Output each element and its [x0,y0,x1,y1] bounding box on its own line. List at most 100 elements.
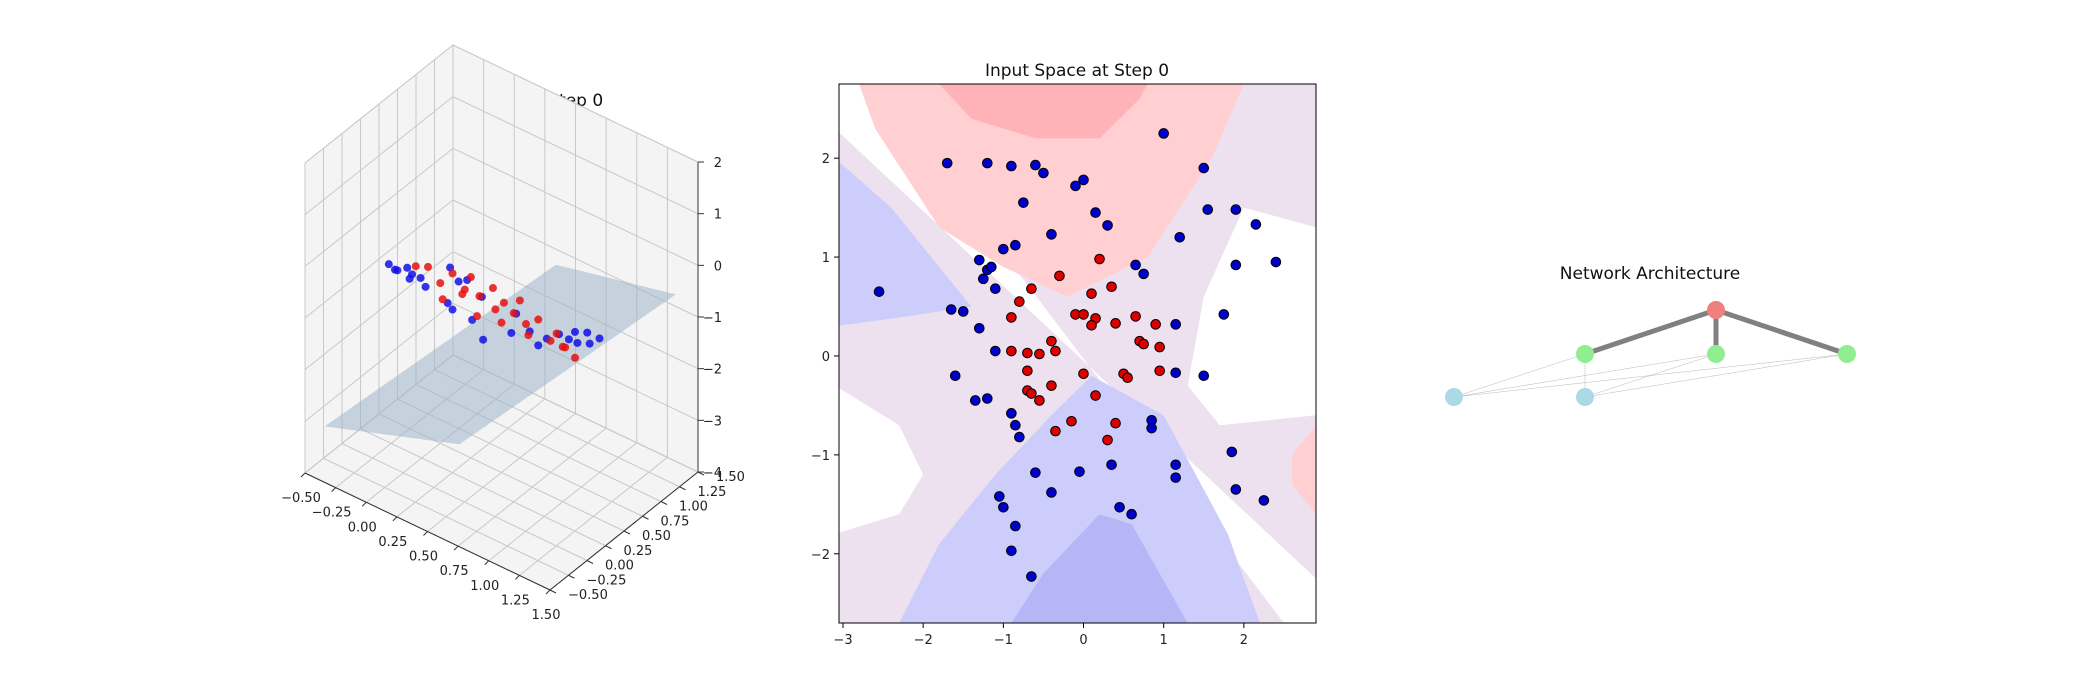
input-point-red [1022,347,1033,359]
y-tick-label: 1.25 [698,485,727,500]
input-point-red [1034,395,1045,406]
hidden-point-red [491,305,500,314]
hidden-point-red [499,298,508,307]
input-point-blue [1198,162,1210,174]
hidden-point-blue [507,328,516,337]
hidden-point-blue [454,277,463,286]
hidden-point-red [424,262,432,271]
hidden-space-points [384,260,604,362]
y-tick-label: 2 [822,152,830,167]
input-point-blue [1030,467,1041,478]
input-point-red [1094,253,1105,265]
y-tick-mark [679,486,686,491]
hidden-output-edge [1584,307,1717,357]
contour-red-light [859,84,1244,297]
input-point-blue [1006,545,1017,557]
hidden-point-blue [564,335,573,344]
hidden-point-red [552,329,561,338]
x-tick-mark [361,501,367,507]
input-point-blue [1074,466,1085,477]
input-point-red [1130,311,1141,322]
input-point-red [1026,388,1037,399]
left-wall-grid-line [304,199,454,319]
y-tick-label: 1.00 [679,500,708,515]
input-point-red [1046,380,1057,391]
input-point-blue [1174,231,1186,243]
input-point-red [1050,425,1061,437]
input-node [1445,388,1463,406]
x-tick-mark [300,472,306,478]
input-point-blue [1006,408,1017,419]
input-point-blue [1158,128,1169,139]
input-point-blue [973,254,985,266]
input-point-blue [990,283,1001,295]
y-tick-label: 0.75 [661,514,690,529]
hidden-point-red [497,318,506,327]
decision-plane [324,264,676,445]
y-tick-label: 0.00 [605,559,634,574]
input-point-red [1122,372,1133,384]
hidden-point-red [546,336,555,345]
x-tick-label: 0.75 [440,564,469,579]
contour-white-left [839,388,924,533]
input-point-blue [1170,472,1182,483]
hidden-point-blue [384,260,393,269]
hidden-point-blue [479,335,488,344]
input-point-blue [1014,431,1025,443]
input-point-blue [1018,197,1029,208]
input-point-red [1138,338,1149,350]
input-point-blue [998,243,1009,255]
input-point-blue [1030,159,1041,171]
input-point-blue [1114,501,1125,513]
x-tick-label: 1 [1160,633,1168,648]
input-point-blue [986,261,997,273]
hidden-point-blue [585,339,594,348]
x-tick-label: −2 [914,633,933,648]
input-point-red [1078,368,1089,380]
left-wall-grid-line [304,302,454,422]
input-point-red [1154,365,1165,377]
x-tick-label: 0.50 [409,550,438,565]
hidden-node [1576,345,1594,363]
hidden-point-blue [573,338,582,347]
input-point-blue [1250,219,1262,230]
input-point-blue [1170,367,1182,379]
input-point-blue [1138,268,1149,280]
input-point-blue [945,304,957,315]
floor-grid-line [488,442,638,562]
input-point-blue [1078,174,1089,186]
y-tick-label: 0.25 [624,544,653,559]
y-tick-mark [642,515,649,520]
input-point-blue [1010,239,1021,251]
x-tick-mark [392,516,398,522]
x-tick-mark [453,545,459,551]
z-tick-label: −4 [703,466,722,481]
input-point-blue [969,395,981,406]
x-tick-label: 1.00 [470,579,499,594]
input-point-blue [1170,319,1182,330]
input-point-red [1014,296,1025,307]
input-point-red [1086,320,1097,331]
y-tick-mark [549,589,557,594]
input-point-blue [873,286,885,297]
x-tick-label: 0 [1079,633,1087,648]
hidden-point-red [509,309,518,318]
input-point-blue [1146,422,1157,434]
x-tick-mark [331,487,336,492]
z-tick-label: 1 [714,208,722,223]
floor-grid-line [519,456,668,576]
contour-blue-light-left [839,161,972,326]
input-point-blue [949,370,961,382]
x-tick-mark [423,531,428,536]
x-tick-label: 1.50 [532,608,561,623]
hidden-point-blue [534,341,543,350]
input-point-blue [1230,204,1242,215]
input-point-red [1110,417,1121,429]
hidden-point-red [473,312,481,321]
input-point-blue [1270,256,1282,268]
input-point-red [1046,335,1057,347]
input-point-blue [973,322,985,334]
left-wall-grid-line [304,147,454,267]
y-tick-label: 1 [822,251,830,266]
left-wall-grid-line [304,96,454,216]
